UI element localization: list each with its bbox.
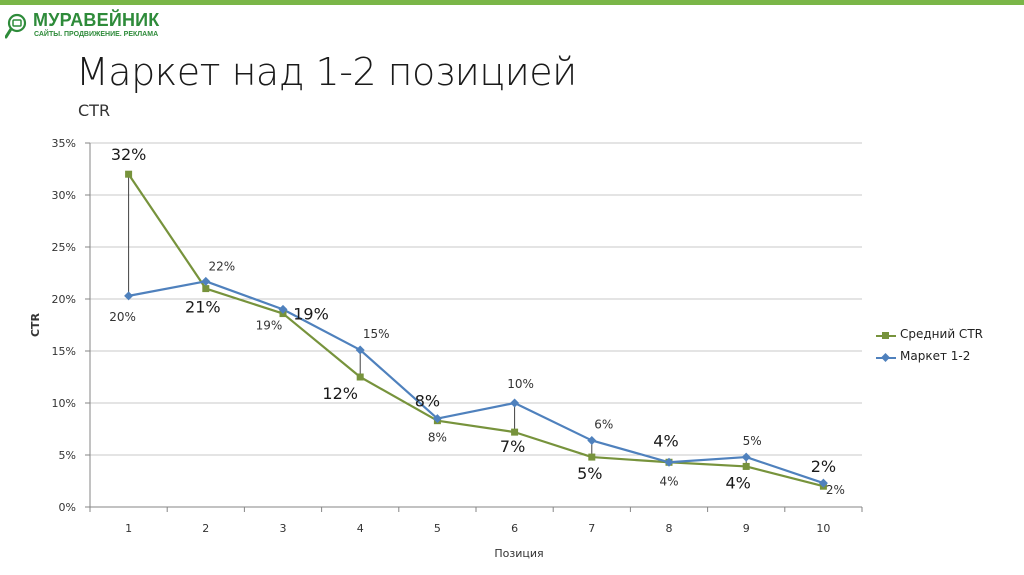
data-point-square	[742, 462, 750, 470]
data-point-square	[511, 428, 519, 436]
data-point-diamond	[510, 398, 520, 408]
x-axis-title: Позиция	[494, 547, 543, 560]
y-tick-label: 0%	[59, 501, 76, 514]
brand-logo: МУРАВЕЙНИК САЙТЫ. ПРОДВИЖЕНИЕ. РЕКЛАМА	[5, 10, 175, 44]
y-tick-label: 15%	[52, 345, 76, 358]
x-tick-label: 3	[280, 522, 287, 535]
data-point-diamond	[818, 478, 828, 488]
x-tick-label: 2	[202, 522, 209, 535]
data-label-avg-ctr: 19%	[293, 305, 329, 324]
data-label-avg-ctr: 7%	[500, 437, 525, 456]
slide-title: Маркет над 1-2 позицией	[76, 50, 577, 94]
y-tick-label: 30%	[52, 189, 76, 202]
data-label-avg-ctr: 4%	[653, 431, 678, 450]
data-point-diamond	[741, 452, 751, 462]
data-point-diamond	[278, 304, 288, 314]
y-tick-label: 20%	[52, 293, 76, 306]
top-accent-bar	[0, 0, 1024, 5]
legend-label-green: Средний CTR	[900, 327, 983, 341]
x-tick-label: 1	[125, 522, 132, 535]
data-label-avg-ctr: 12%	[322, 384, 358, 403]
data-point-square	[125, 170, 133, 178]
x-tick-label: 9	[743, 522, 750, 535]
legend-square-icon	[882, 332, 889, 339]
x-tick-label: 8	[666, 522, 673, 535]
x-tick-label: 4	[357, 522, 364, 535]
data-label-market: 22%	[208, 259, 235, 273]
data-label-market: 10%	[507, 377, 534, 391]
data-label-market: 5%	[743, 434, 762, 448]
y-axis-title: CTR	[29, 312, 42, 337]
data-label-market: 4%	[659, 474, 678, 488]
data-point-square	[202, 285, 210, 293]
legend-label-blue: Маркет 1-2	[900, 349, 971, 363]
data-label-avg-ctr: 5%	[577, 464, 602, 483]
data-label-market: 15%	[363, 327, 390, 341]
y-tick-label: 10%	[52, 397, 76, 410]
data-label-avg-ctr: 2%	[811, 457, 836, 476]
data-point-diamond	[664, 457, 674, 467]
x-tick-label: 6	[511, 522, 518, 535]
slide-subtitle: CTR	[78, 101, 111, 120]
data-label-avg-ctr: 8%	[415, 392, 440, 411]
data-point-diamond	[355, 345, 365, 355]
logo-name: МУРАВЕЙНИК	[33, 10, 160, 30]
x-tick-label: 10	[816, 522, 830, 535]
x-tick-label: 7	[588, 522, 595, 535]
y-tick-label: 5%	[59, 449, 76, 462]
data-point-square	[588, 453, 596, 461]
data-label-market: 6%	[594, 417, 613, 431]
series-line-avg-ctr	[127, 173, 824, 488]
y-tick-label: 25%	[52, 241, 76, 254]
y-tick-label: 35%	[52, 137, 76, 150]
data-point-diamond	[432, 414, 442, 424]
data-label-market: 2%	[826, 483, 845, 497]
ant-logo-icon	[5, 13, 27, 39]
data-point-diamond	[587, 435, 597, 445]
data-label-market: 8%	[428, 431, 447, 445]
data-point-square	[356, 373, 364, 381]
data-point-diamond	[201, 276, 211, 286]
data-label-avg-ctr: 21%	[185, 298, 221, 317]
data-label-market: 19%	[256, 318, 283, 332]
series-line-market-1-2	[128, 280, 824, 485]
data-label-avg-ctr: 4%	[726, 473, 751, 492]
logo-tagline: САЙТЫ. ПРОДВИЖЕНИЕ. РЕКЛАМА	[34, 31, 159, 38]
data-label-avg-ctr: 32%	[111, 145, 147, 164]
data-point-diamond	[124, 291, 134, 301]
data-label-market: 20%	[109, 310, 136, 324]
x-tick-label: 5	[434, 522, 441, 535]
